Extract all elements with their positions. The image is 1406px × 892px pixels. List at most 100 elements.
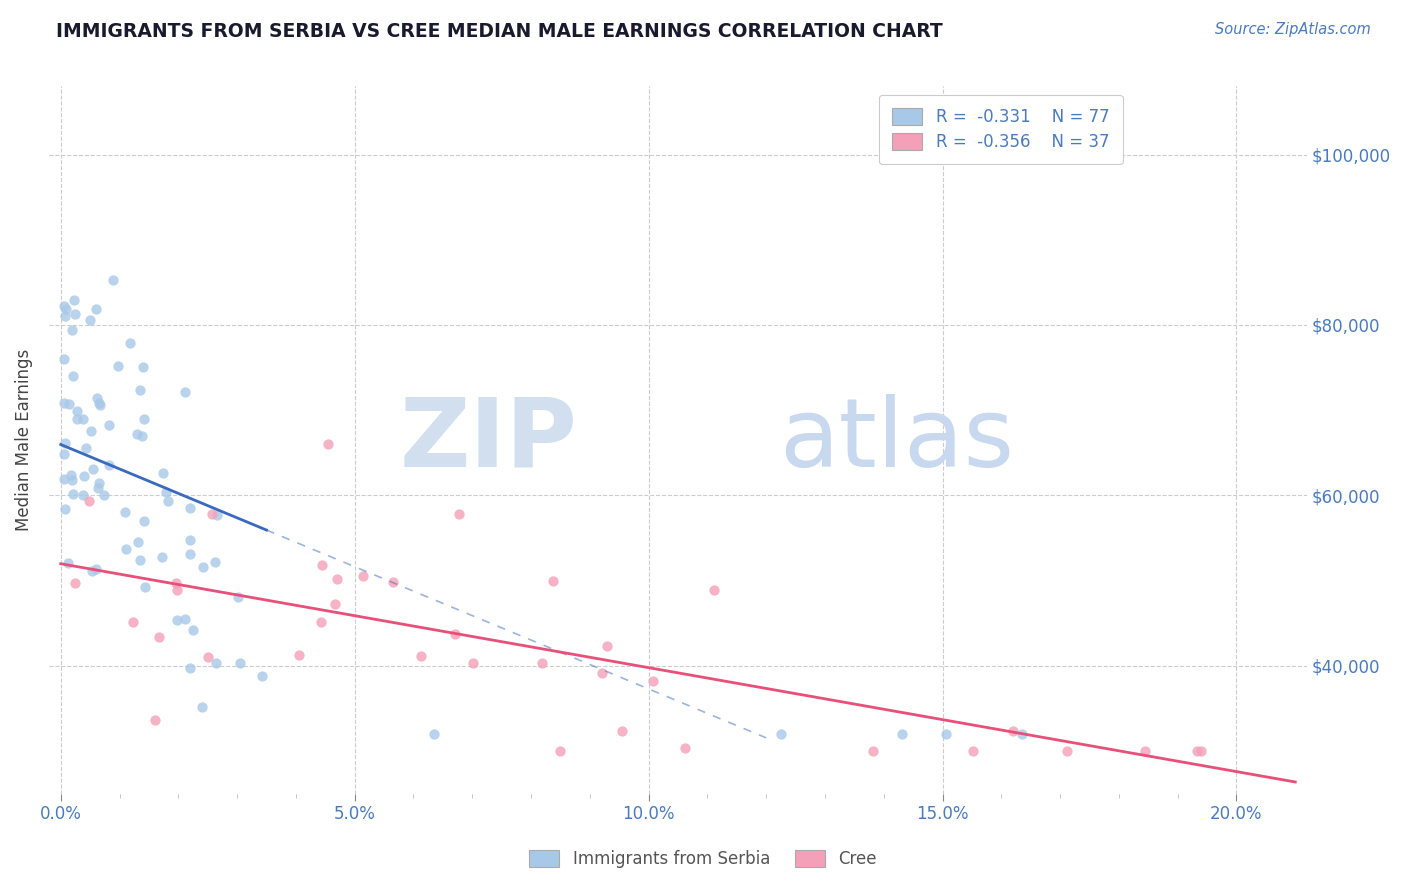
Point bbox=[1011, 727, 1033, 741]
Point bbox=[82, 462, 104, 476]
Point bbox=[122, 615, 145, 629]
Point bbox=[118, 336, 141, 351]
Point bbox=[115, 542, 138, 557]
Point bbox=[152, 549, 174, 564]
Point bbox=[80, 424, 103, 438]
Point bbox=[201, 507, 224, 521]
Point bbox=[673, 740, 696, 755]
Point bbox=[55, 302, 77, 317]
Point bbox=[148, 630, 170, 644]
Point bbox=[191, 699, 214, 714]
Point bbox=[226, 590, 249, 604]
Point bbox=[53, 435, 76, 450]
Point bbox=[60, 473, 83, 487]
Point bbox=[229, 656, 252, 670]
Point bbox=[103, 273, 125, 287]
Point bbox=[72, 488, 94, 502]
Point bbox=[66, 411, 89, 425]
Point bbox=[63, 307, 86, 321]
Point bbox=[107, 359, 129, 374]
Point bbox=[131, 429, 153, 443]
Point bbox=[60, 467, 83, 482]
Point bbox=[179, 661, 201, 675]
Point bbox=[84, 301, 107, 316]
Point bbox=[323, 597, 346, 611]
Legend: Immigrants from Serbia, Cree: Immigrants from Serbia, Cree bbox=[523, 843, 883, 875]
Point bbox=[382, 575, 405, 590]
Point bbox=[252, 669, 274, 683]
Point bbox=[63, 293, 86, 307]
Point bbox=[962, 744, 984, 758]
Point bbox=[77, 494, 100, 508]
Point bbox=[449, 508, 471, 522]
Point bbox=[891, 727, 914, 741]
Text: Source: ZipAtlas.com: Source: ZipAtlas.com bbox=[1215, 22, 1371, 37]
Point bbox=[87, 476, 110, 491]
Point bbox=[157, 494, 180, 508]
Point bbox=[316, 437, 339, 451]
Point bbox=[134, 580, 156, 594]
Text: atlas: atlas bbox=[779, 393, 1014, 486]
Point bbox=[463, 656, 485, 670]
Point bbox=[612, 723, 634, 738]
Point bbox=[204, 555, 226, 569]
Point bbox=[97, 417, 120, 432]
Point bbox=[53, 310, 76, 324]
Point bbox=[73, 469, 96, 483]
Point bbox=[93, 488, 115, 502]
Point bbox=[129, 384, 152, 398]
Point bbox=[87, 482, 110, 496]
Point bbox=[152, 467, 174, 481]
Point bbox=[55, 502, 77, 516]
Point bbox=[591, 665, 613, 680]
Point bbox=[1001, 724, 1024, 739]
Point bbox=[311, 558, 333, 572]
Text: IMMIGRANTS FROM SERBIA VS CREE MEDIAN MALE EARNINGS CORRELATION CHART: IMMIGRANTS FROM SERBIA VS CREE MEDIAN MA… bbox=[56, 22, 943, 41]
Point bbox=[87, 396, 110, 410]
Point bbox=[62, 368, 84, 383]
Point bbox=[66, 403, 89, 417]
Point bbox=[79, 313, 101, 327]
Point bbox=[179, 547, 201, 561]
Point bbox=[1187, 744, 1209, 758]
Point bbox=[770, 727, 793, 741]
Point bbox=[444, 626, 467, 640]
Point bbox=[166, 613, 188, 627]
Point bbox=[166, 582, 188, 597]
Point bbox=[84, 562, 107, 576]
Point bbox=[183, 623, 205, 637]
Point bbox=[422, 727, 444, 741]
Point bbox=[409, 649, 432, 664]
Point bbox=[62, 486, 84, 500]
Legend: R =  -0.331    N = 77, R =  -0.356    N = 37: R = -0.331 N = 77, R = -0.356 N = 37 bbox=[879, 95, 1122, 164]
Text: ZIP: ZIP bbox=[399, 393, 578, 486]
Point bbox=[543, 574, 565, 588]
Point bbox=[179, 501, 201, 516]
Point bbox=[114, 505, 136, 519]
Point bbox=[531, 657, 554, 671]
Point bbox=[127, 534, 149, 549]
Point bbox=[197, 649, 219, 664]
Point bbox=[174, 385, 197, 400]
Point bbox=[89, 398, 111, 412]
Point bbox=[72, 412, 94, 426]
Point bbox=[60, 322, 83, 336]
Point bbox=[128, 553, 150, 567]
Point bbox=[326, 572, 349, 586]
Point bbox=[596, 640, 619, 654]
Point bbox=[174, 612, 197, 626]
Point bbox=[52, 447, 75, 461]
Point bbox=[98, 458, 121, 472]
Point bbox=[1133, 744, 1156, 758]
Point bbox=[132, 360, 155, 375]
Point bbox=[52, 472, 75, 486]
Point bbox=[86, 391, 108, 405]
Point bbox=[52, 299, 75, 313]
Point bbox=[75, 441, 97, 455]
Point bbox=[205, 657, 228, 671]
Point bbox=[352, 569, 374, 583]
Point bbox=[56, 556, 79, 570]
Point bbox=[63, 575, 86, 590]
Point bbox=[643, 674, 665, 689]
Point bbox=[58, 397, 80, 411]
